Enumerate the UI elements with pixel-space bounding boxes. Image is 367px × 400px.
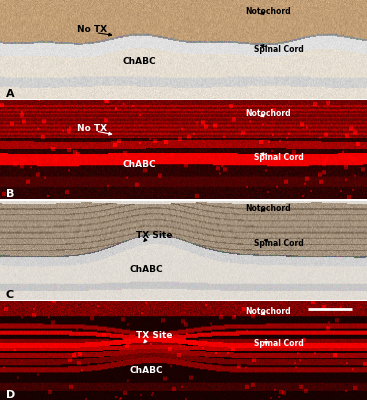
Text: TX Site: TX Site xyxy=(136,331,172,340)
Text: A: A xyxy=(6,89,14,99)
Text: D: D xyxy=(6,390,15,400)
Text: No TX: No TX xyxy=(77,124,107,132)
Text: ChABC: ChABC xyxy=(130,366,164,375)
Text: No TX: No TX xyxy=(77,25,107,34)
Text: Notochord: Notochord xyxy=(245,306,291,316)
Text: Spinal Cord: Spinal Cord xyxy=(254,153,304,162)
Text: ChABC: ChABC xyxy=(123,57,156,66)
Text: Spinal Cord: Spinal Cord xyxy=(254,45,304,54)
Text: Notochord: Notochord xyxy=(245,204,291,213)
Text: TX Site: TX Site xyxy=(136,231,172,240)
Text: Spinal Cord: Spinal Cord xyxy=(254,239,304,248)
Text: C: C xyxy=(6,290,14,300)
Text: Notochord: Notochord xyxy=(245,7,291,16)
Text: Spinal Cord: Spinal Cord xyxy=(254,339,304,348)
Text: Notochord: Notochord xyxy=(245,109,291,118)
Text: ChABC: ChABC xyxy=(123,160,156,169)
Text: ChABC: ChABC xyxy=(130,266,164,274)
Text: B: B xyxy=(6,189,14,199)
